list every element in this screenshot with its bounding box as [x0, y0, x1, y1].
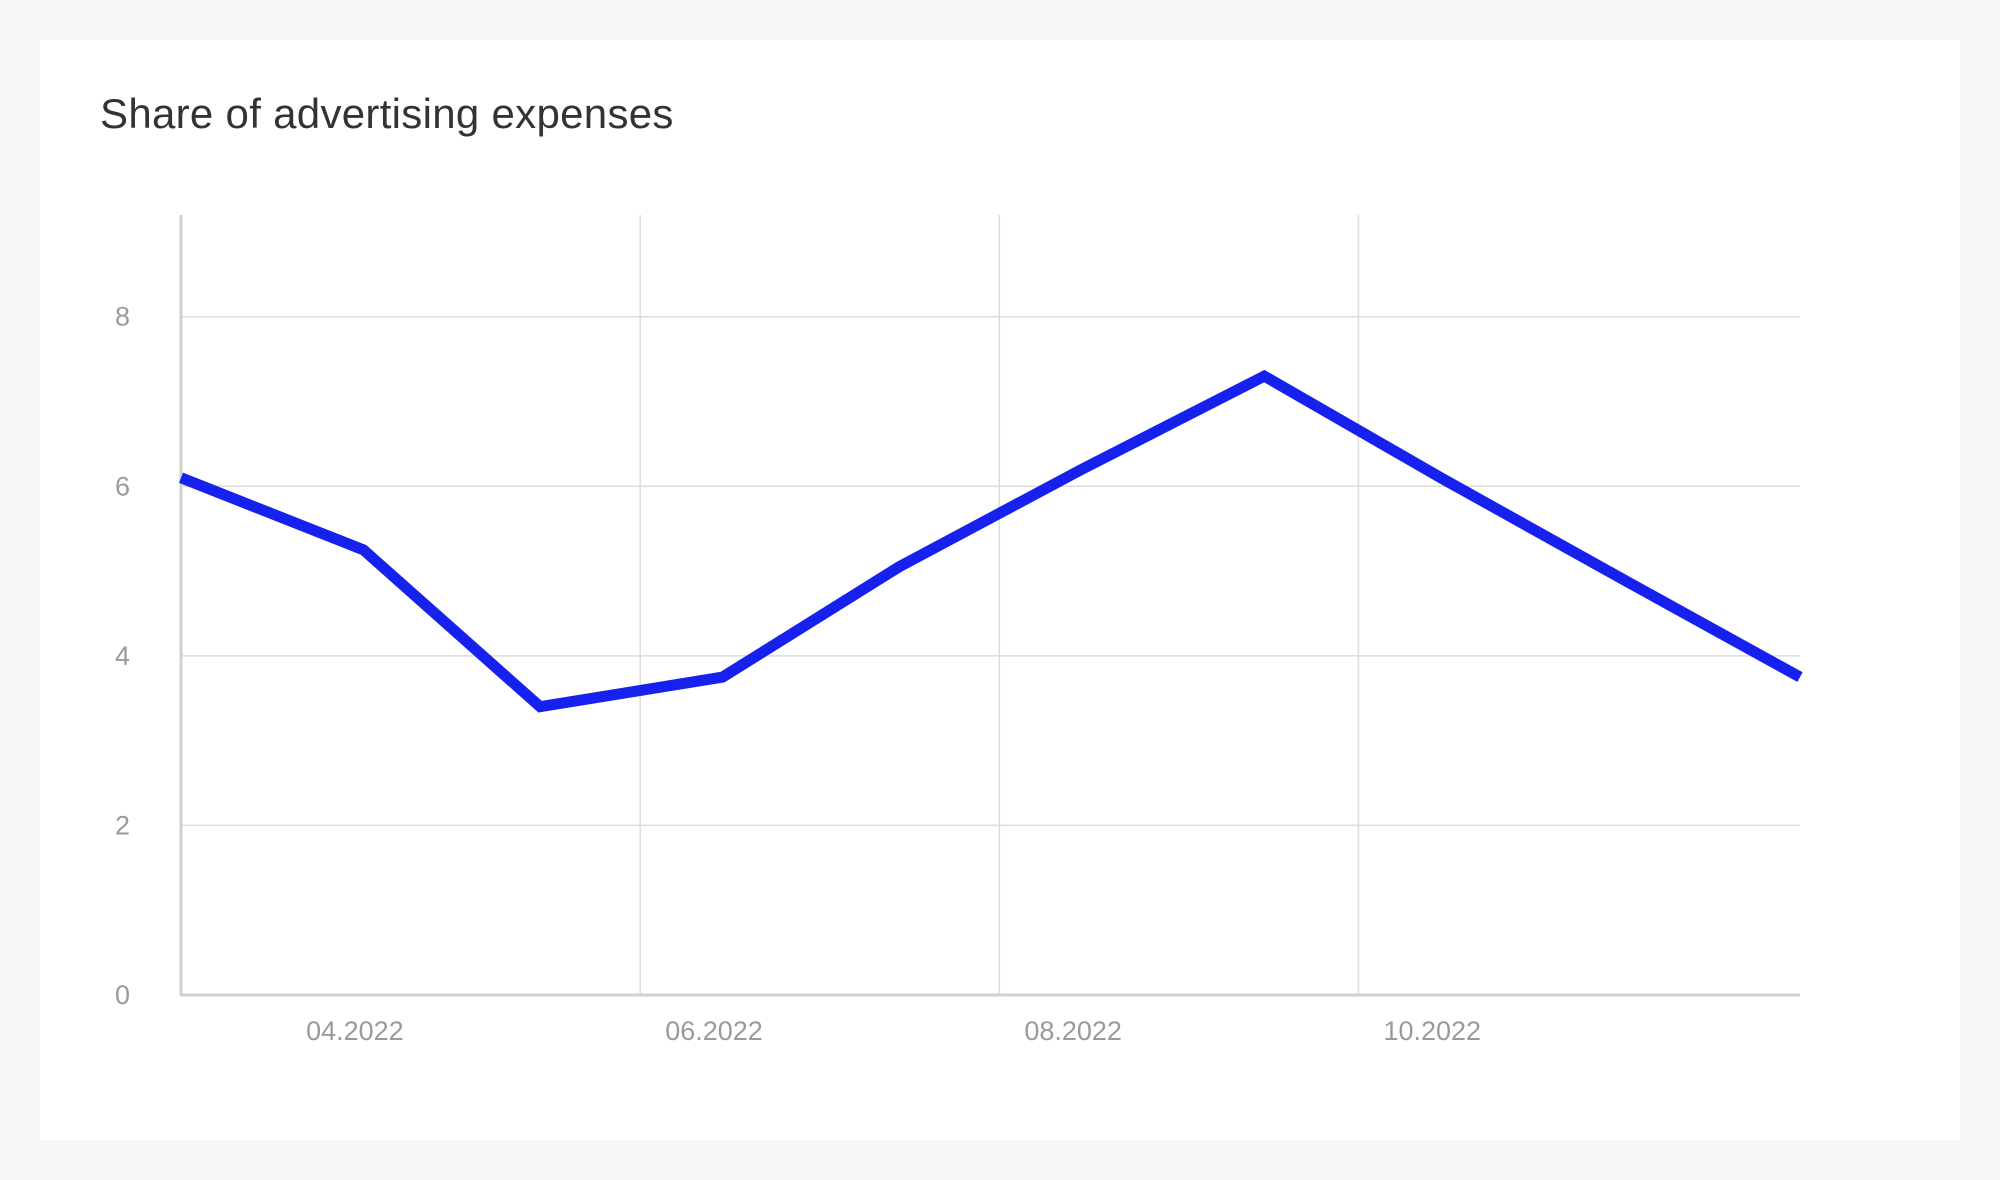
y-tick-label: 2 — [115, 810, 130, 840]
x-tick-label: 08.2022 — [1024, 1016, 1122, 1046]
y-tick-label: 8 — [115, 302, 130, 332]
line-chart: 0 2 4 6 8 04.2022 06.2022 08.2022 10.2022 — [115, 215, 1803, 1046]
chart-title: Share of advertising expenses — [100, 90, 674, 137]
y-tick-label: 4 — [115, 641, 130, 671]
series-line — [178, 369, 1803, 713]
y-tick-label: 0 — [115, 980, 130, 1010]
x-tick-label: 06.2022 — [665, 1016, 763, 1046]
x-tick-label: 04.2022 — [306, 1016, 404, 1046]
x-tick-label: 10.2022 — [1383, 1016, 1481, 1046]
y-tick-label: 6 — [115, 471, 130, 501]
chart-card: Share of advertising expenses 0 2 4 6 8 04.20… — [40, 40, 1960, 1140]
